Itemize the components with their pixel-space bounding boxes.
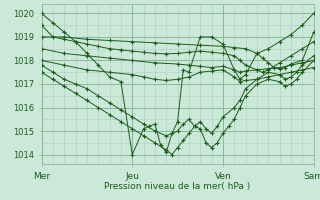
X-axis label: Pression niveau de la mer( hPa ): Pression niveau de la mer( hPa ) <box>104 182 251 191</box>
